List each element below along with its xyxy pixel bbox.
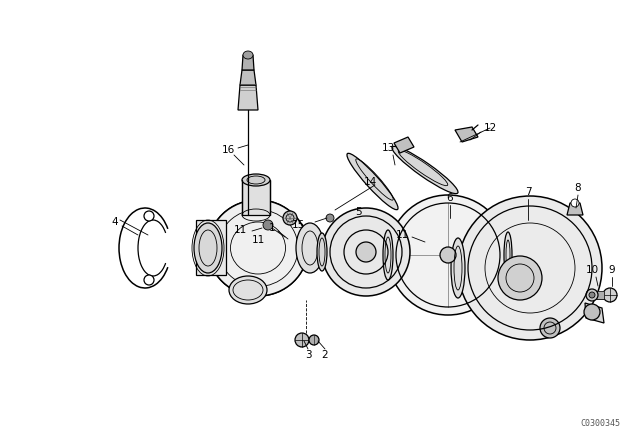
Text: 11: 11	[252, 235, 264, 245]
Text: 3: 3	[305, 350, 311, 360]
Circle shape	[356, 242, 376, 262]
Text: 7: 7	[525, 187, 531, 197]
Circle shape	[309, 335, 319, 345]
Ellipse shape	[208, 200, 308, 296]
Text: 2: 2	[322, 350, 328, 360]
Circle shape	[584, 304, 600, 320]
Text: 10: 10	[586, 265, 598, 275]
Circle shape	[571, 199, 579, 207]
Text: 9: 9	[609, 265, 615, 275]
Polygon shape	[394, 137, 414, 153]
Polygon shape	[242, 180, 270, 215]
Circle shape	[458, 196, 602, 340]
Text: 1: 1	[269, 223, 275, 233]
Text: 14: 14	[364, 177, 376, 187]
Text: 4: 4	[112, 217, 118, 227]
Ellipse shape	[392, 146, 458, 194]
Text: 6: 6	[447, 193, 453, 203]
Ellipse shape	[296, 223, 324, 273]
Polygon shape	[585, 303, 604, 323]
Ellipse shape	[347, 153, 398, 210]
Text: 12: 12	[483, 123, 497, 133]
Ellipse shape	[383, 230, 393, 280]
Polygon shape	[455, 127, 478, 142]
Circle shape	[283, 211, 297, 225]
Circle shape	[586, 289, 598, 301]
Text: 15: 15	[291, 220, 305, 230]
Circle shape	[440, 247, 456, 263]
Circle shape	[540, 318, 560, 338]
Circle shape	[144, 275, 154, 285]
Polygon shape	[196, 220, 226, 275]
Ellipse shape	[243, 51, 253, 59]
Polygon shape	[242, 55, 254, 70]
Ellipse shape	[317, 233, 327, 271]
Polygon shape	[238, 85, 258, 110]
Text: 16: 16	[221, 145, 235, 155]
Circle shape	[295, 333, 309, 347]
Ellipse shape	[451, 238, 465, 298]
Text: 5: 5	[355, 207, 362, 217]
Ellipse shape	[242, 174, 270, 186]
Ellipse shape	[504, 232, 512, 278]
Text: 11: 11	[396, 230, 408, 240]
Circle shape	[263, 220, 273, 230]
Polygon shape	[596, 291, 604, 299]
Circle shape	[388, 195, 508, 315]
Polygon shape	[567, 203, 583, 215]
Text: 11: 11	[234, 225, 246, 235]
Text: 8: 8	[575, 183, 581, 193]
Text: 13: 13	[381, 143, 395, 153]
Circle shape	[589, 292, 595, 298]
Circle shape	[322, 208, 410, 296]
Text: C0300345: C0300345	[580, 419, 620, 428]
Ellipse shape	[194, 223, 222, 273]
Circle shape	[144, 211, 154, 221]
Polygon shape	[240, 70, 256, 85]
Circle shape	[603, 288, 617, 302]
Ellipse shape	[229, 276, 267, 304]
Circle shape	[326, 214, 334, 222]
Circle shape	[498, 256, 542, 300]
